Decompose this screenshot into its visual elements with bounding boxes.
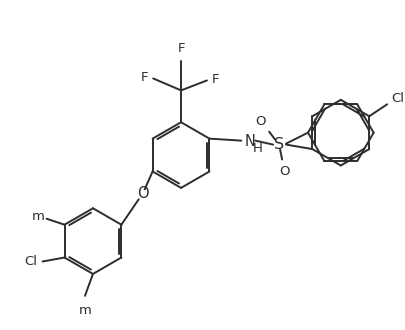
Text: O: O xyxy=(254,115,265,128)
Text: m: m xyxy=(32,210,45,223)
Text: F: F xyxy=(141,71,148,84)
Text: S: S xyxy=(273,137,283,152)
Text: O: O xyxy=(278,165,289,178)
Text: H: H xyxy=(252,142,262,155)
Text: Cl: Cl xyxy=(25,255,38,268)
Text: F: F xyxy=(177,42,184,54)
Text: m: m xyxy=(78,304,91,317)
Text: Cl: Cl xyxy=(390,92,403,105)
Text: O: O xyxy=(136,186,148,201)
Text: N: N xyxy=(244,134,255,149)
Text: F: F xyxy=(211,73,219,86)
